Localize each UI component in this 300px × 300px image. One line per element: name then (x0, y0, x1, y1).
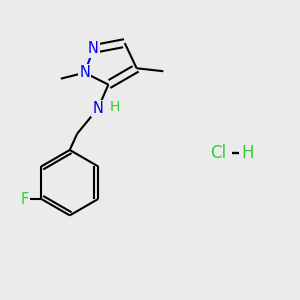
Text: N: N (79, 65, 90, 80)
Text: H: H (109, 100, 119, 114)
Text: N: N (88, 41, 99, 56)
Text: N: N (92, 101, 104, 116)
Text: Cl: Cl (210, 144, 226, 162)
Text: H: H (242, 144, 254, 162)
Text: F: F (21, 191, 29, 206)
